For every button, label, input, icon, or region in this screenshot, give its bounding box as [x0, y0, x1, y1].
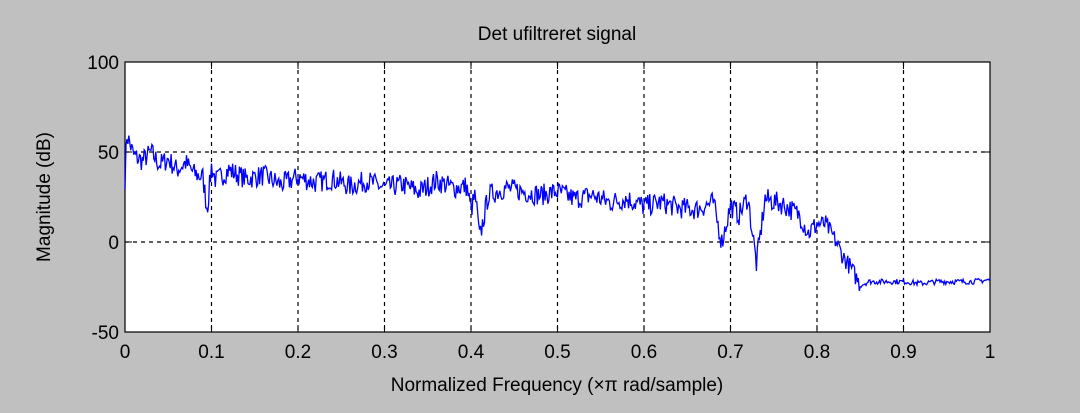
magnitude-series-line — [124, 135, 991, 291]
x-tick-label: 0.6 — [631, 342, 657, 363]
x-tick-label: 0.5 — [544, 342, 570, 363]
x-tick-label: 0.7 — [717, 342, 743, 363]
x-tick-label: 0.1 — [198, 342, 224, 363]
x-tick-label: 0.9 — [890, 342, 916, 363]
x-tick-label: 0 — [120, 342, 131, 363]
x-tick-label: 0.8 — [804, 342, 830, 363]
y-axis-label: Magnitude (dB) — [34, 132, 55, 262]
y-tick-labels: -50 0 50 100 — [87, 53, 119, 344]
x-tick-label: 1 — [985, 342, 996, 363]
y-tick-label: -50 — [92, 323, 119, 344]
axis-ticks — [124, 61, 991, 333]
x-tick-labels: 0 0.1 0.2 0.3 0.4 0.5 0.6 0.7 0.8 0.9 1 — [120, 342, 996, 363]
y-tick-label: 50 — [98, 143, 119, 164]
x-tick-label: 0.3 — [371, 342, 397, 363]
x-axis-label: Normalized Frequency (×π rad/sample) — [391, 375, 724, 396]
y-tick-label: 0 — [108, 233, 119, 254]
x-tick-label: 0.4 — [458, 342, 485, 363]
x-tick-label: 0.2 — [285, 342, 311, 363]
y-tick-label: 100 — [87, 53, 119, 74]
chart-title: Det ufiltreret signal — [478, 24, 636, 45]
grid-lines — [125, 62, 990, 332]
